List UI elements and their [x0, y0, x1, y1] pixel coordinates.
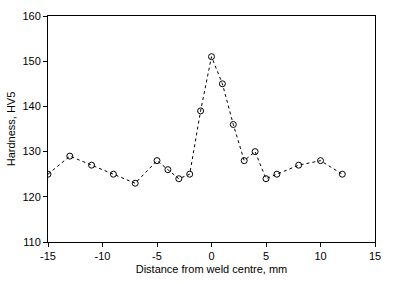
svg-text:15: 15: [369, 250, 381, 262]
svg-text:140: 140: [22, 100, 40, 112]
svg-text:10: 10: [314, 250, 326, 262]
svg-text:150: 150: [22, 55, 40, 67]
svg-text:0: 0: [208, 250, 214, 262]
svg-text:5: 5: [263, 250, 269, 262]
svg-text:-15: -15: [40, 250, 56, 262]
svg-text:-10: -10: [95, 250, 111, 262]
svg-text:110: 110: [23, 236, 41, 248]
svg-text:160: 160: [22, 10, 40, 22]
svg-text:120: 120: [22, 191, 40, 203]
svg-text:Hardness, HV5: Hardness, HV5: [5, 92, 17, 167]
svg-text:-5: -5: [152, 250, 162, 262]
svg-text:130: 130: [22, 145, 40, 157]
svg-text:Distance from weld centre, mm: Distance from weld centre, mm: [136, 263, 288, 275]
